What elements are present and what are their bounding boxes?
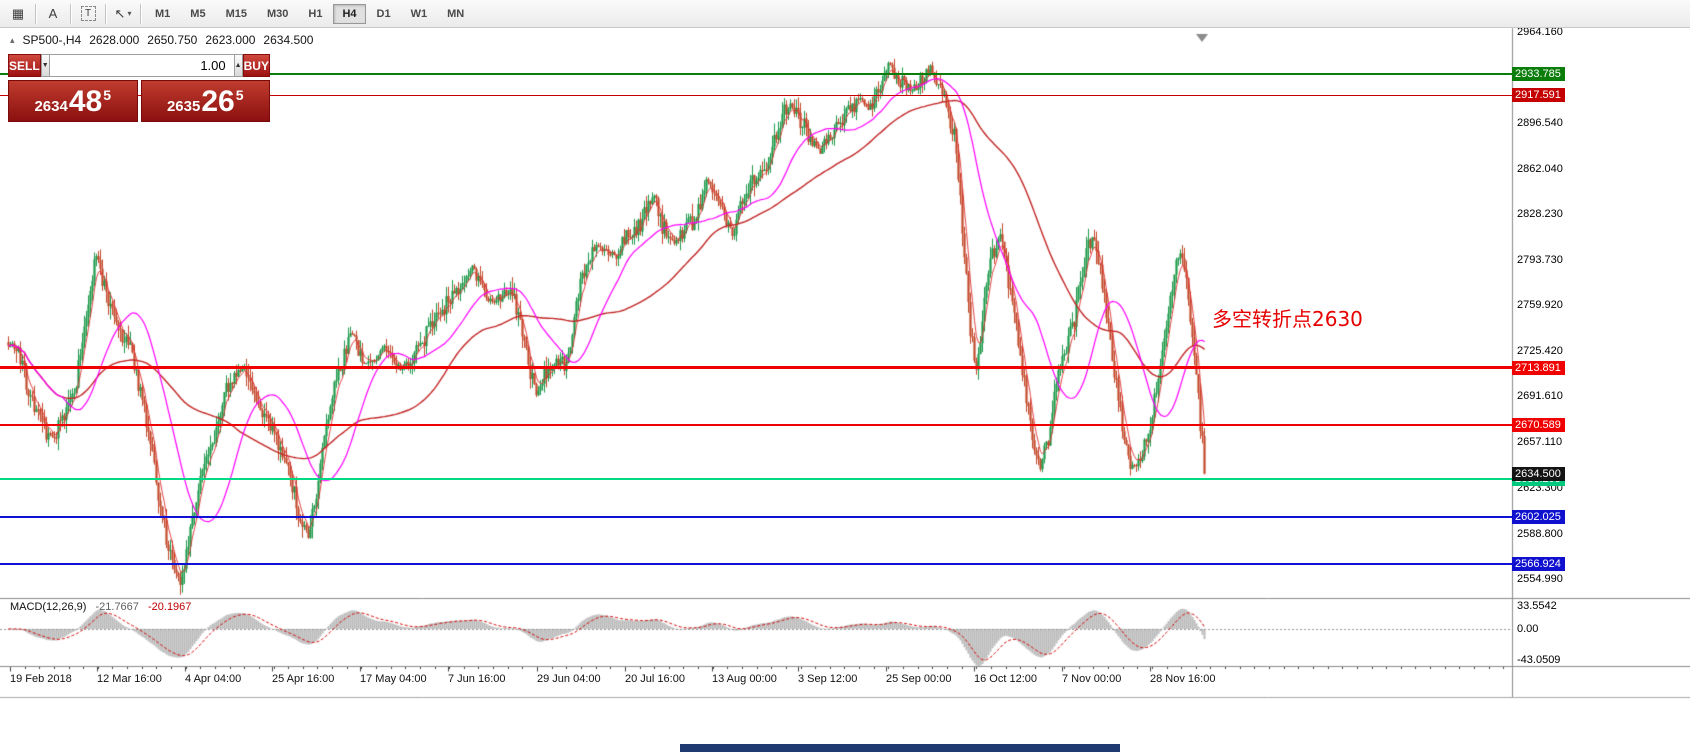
price-tag-2933.785: 2933.785 xyxy=(1512,66,1565,81)
macd-scale--43.0509: -43.0509 xyxy=(1517,654,1561,666)
close-value: 2634.500 xyxy=(263,33,314,47)
timeframe-button-M5[interactable]: M5 xyxy=(181,4,214,24)
macd-scale-0.00: 0.00 xyxy=(1517,622,1539,635)
open-value: 2628.000 xyxy=(89,33,140,47)
price-label-2964.160: 2964.160 xyxy=(1517,26,1563,39)
timeframe-button-M1[interactable]: M1 xyxy=(146,4,179,24)
hline-2917.591[interactable] xyxy=(0,94,1512,96)
bid-pips: 48 xyxy=(68,85,103,118)
cursor-tool-icon: ↖ xyxy=(114,6,126,21)
macd-signal-value: -20.1967 xyxy=(147,601,192,613)
dropdown-arrow-icon: ▾ xyxy=(127,9,132,18)
price-label-2896.540: 2896.540 xyxy=(1517,116,1563,129)
ask-prefix: 2635 xyxy=(166,98,201,115)
text-label-button[interactable]: T xyxy=(76,3,100,25)
macd-name: MACD(12,26,9) xyxy=(10,601,87,613)
bid-fraction: 5 xyxy=(103,87,112,103)
timeframe-button-M30[interactable]: M30 xyxy=(258,4,297,24)
symbol-period-label: SP500-,H4 xyxy=(22,33,82,47)
chart-text-annotation[interactable]: 多空转折点2630 xyxy=(1212,307,1363,331)
chart-grid-icon: ▦ xyxy=(11,6,25,21)
hline-2630.295[interactable] xyxy=(0,478,1512,481)
buy-button[interactable]: BUY xyxy=(242,54,271,77)
price-label-2554.990: 2554.990 xyxy=(1517,572,1563,585)
hline-2602.025[interactable] xyxy=(0,516,1512,519)
ask-pips: 26 xyxy=(201,85,235,118)
price-tag-2566.924: 2566.924 xyxy=(1512,557,1565,572)
one-click-trading-panel: SELL ▼ ▲ BUY 2634 48 5 2635 26 5 xyxy=(8,54,271,122)
hline-2566.924[interactable] xyxy=(0,563,1512,566)
price-tag-2634.500: 2634.500 xyxy=(1512,466,1565,481)
hline-2713.891[interactable] xyxy=(0,366,1512,370)
price-axis[interactable]: 2964.160 2933.785 2917.591 2896.540 2862.040… xyxy=(1512,0,1690,700)
hline-2933.785[interactable] xyxy=(0,72,1512,75)
price-tag-2670.589: 2670.589 xyxy=(1512,418,1565,433)
timeframe-button-MN[interactable]: MN xyxy=(438,4,473,24)
low-value: 2623.000 xyxy=(205,33,256,47)
toolbar-separator xyxy=(140,3,141,24)
chart-grid-icon-button[interactable]: ▦ xyxy=(6,3,30,25)
timeframe-toolbar: M1 M5 M15 M30 H1 H4 D1 W1 MN xyxy=(145,3,474,24)
bid-prefix: 2634 xyxy=(34,98,68,115)
insert-text-button[interactable]: A xyxy=(41,3,65,25)
cursor-tool-button[interactable]: ↖ ▾ xyxy=(111,3,135,25)
macd-scale-33.5542: 33.5542 xyxy=(1517,600,1557,612)
price-label-2691.610: 2691.610 xyxy=(1517,390,1563,403)
price-label-2725.420: 2725.420 xyxy=(1517,345,1563,358)
price-label-2657.110: 2657.110 xyxy=(1517,436,1563,449)
toolbar-separator xyxy=(105,3,106,24)
timeframe-button-D1[interactable]: D1 xyxy=(368,4,400,24)
hline-2670.589[interactable] xyxy=(0,424,1512,427)
price-tag-2602.025: 2602.025 xyxy=(1512,510,1565,525)
volume-input[interactable] xyxy=(49,54,234,77)
text-label-icon: T xyxy=(80,6,96,21)
price-tag-2917.591: 2917.591 xyxy=(1512,88,1565,103)
toolbar-separator xyxy=(70,3,71,24)
bid-quote-button[interactable]: 2634 48 5 xyxy=(8,80,138,122)
insert-text-icon: A xyxy=(48,6,58,21)
timeframe-button-H1[interactable]: H1 xyxy=(299,4,331,24)
price-tag-2713.891: 2713.891 xyxy=(1512,360,1565,375)
ask-quote-button[interactable]: 2635 26 5 xyxy=(140,80,270,122)
toolbar-separator xyxy=(35,3,36,24)
timeframe-button-W1[interactable]: W1 xyxy=(402,4,437,24)
price-label-2759.920: 2759.920 xyxy=(1517,299,1563,312)
macd-indicator-label: MACD(12,26,9) -21.7667 -20.1967 xyxy=(10,601,191,613)
price-label-2793.730: 2793.730 xyxy=(1517,253,1563,266)
panel-collapse-icon[interactable]: ▴ xyxy=(10,34,15,45)
toolbar: ▦ A T ↖ ▾ M1 M5 M15 M30 H1 H4 D1 W1 MN xyxy=(0,0,1690,28)
sell-button[interactable]: SELL xyxy=(8,54,41,77)
volume-decrease-button[interactable]: ▼ xyxy=(40,54,50,77)
price-label-2862.040: 2862.040 xyxy=(1517,162,1563,175)
chart-ohlc-header: ▴ SP500-,H4 2628.000 2650.750 2623.000 2… xyxy=(10,33,313,47)
timeframe-button-M15[interactable]: M15 xyxy=(217,4,256,24)
ask-fraction: 5 xyxy=(235,87,244,103)
timeframe-button-H4[interactable]: H4 xyxy=(333,3,366,24)
price-label-2828.230: 2828.230 xyxy=(1517,207,1563,220)
bottom-blue-strip xyxy=(680,744,1120,752)
volume-increase-button[interactable]: ▲ xyxy=(233,54,243,77)
price-label-2588.800: 2588.800 xyxy=(1517,527,1563,540)
high-value: 2650.750 xyxy=(147,33,198,47)
macd-main-value: -21.7667 xyxy=(95,601,139,613)
